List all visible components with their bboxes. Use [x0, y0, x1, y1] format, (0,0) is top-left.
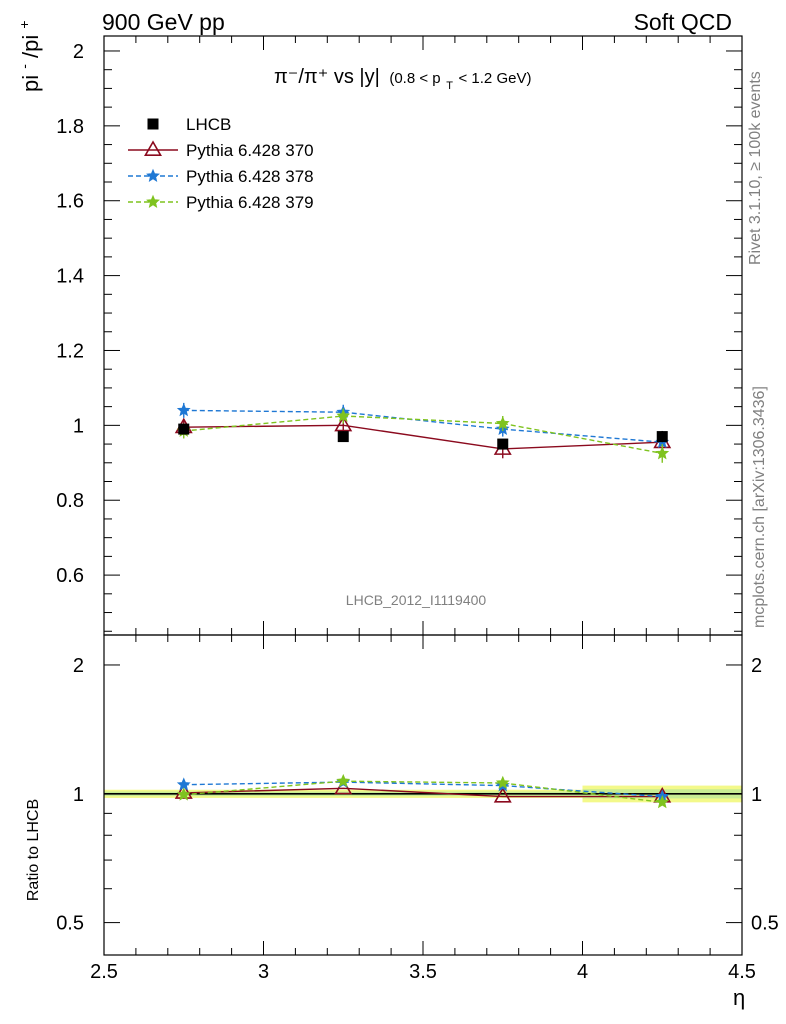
legend-marker-p370	[144, 140, 162, 156]
upper-point-p379	[495, 416, 510, 430]
x-tick-label: 3	[258, 961, 269, 983]
ylabel-b: /pi	[18, 35, 43, 58]
ratio-point-p379	[655, 795, 670, 809]
upper-line-p370	[183, 424, 663, 450]
ratio-point-p379	[336, 773, 351, 788]
y-tick-label: 2	[73, 41, 84, 63]
header-right: Soft QCD	[634, 9, 732, 35]
ratio-y-tick-label: 1	[73, 784, 84, 806]
legend-label-p379: Pythia 6.428 379	[186, 193, 314, 212]
ratio-line-p379	[183, 780, 663, 803]
y-tick-label: 1.2	[56, 340, 84, 362]
x-axis-label: η	[733, 985, 745, 1010]
ratio-y-tick-label-right: 1	[751, 784, 762, 806]
legend-label-p370: Pythia 6.428 370	[186, 141, 314, 160]
title-main: π⁻/π⁺ vs |y|	[274, 66, 380, 88]
upper-point-p370	[334, 415, 353, 432]
analysis-watermark: LHCB_2012_I1119400	[346, 592, 487, 608]
title-cut-a: (0.8 < p	[389, 70, 440, 87]
upper-point-lhcb	[178, 423, 190, 435]
ratio-y-tick-label-right: 0.5	[751, 913, 779, 935]
x-tick-label: 3.5	[409, 961, 437, 983]
rivet-label: Rivet 3.1.10, ≥ 100k events	[747, 71, 764, 265]
upper-point-lhcb	[337, 431, 349, 443]
legend-marker-p378	[146, 168, 160, 182]
legend-label-lhcb: LHCB	[186, 115, 231, 134]
upper-y-label: pi - /pi +	[9, 20, 43, 92]
ratio-y-label: Ratio to LHCB	[25, 799, 42, 901]
y-tick-label: 0.8	[56, 490, 84, 512]
ratio-y-tick-label: 0.5	[56, 913, 84, 935]
legend-marker-p379	[146, 194, 160, 208]
y-tick-label: 1	[73, 415, 84, 437]
upper-point-lhcb	[497, 438, 509, 450]
mcplots-label: mcplots.cern.ch [arXiv:1306.3436]	[751, 386, 768, 628]
ylabel-sup2: +	[16, 20, 32, 28]
y-tick-label: 1.8	[56, 116, 84, 138]
upper-point-p379	[336, 408, 351, 422]
title-cut-b: < 1.2 GeV)	[459, 70, 532, 87]
y-tick-label: 1.6	[56, 191, 84, 213]
y-tick-label: 0.6	[56, 565, 84, 587]
chart-title: π⁻/π⁺ vs |y| (0.8 < p T < 1.2 GeV)	[274, 66, 531, 94]
upper-point-p379	[655, 446, 670, 460]
title-cut-sub: T	[446, 80, 453, 92]
upper-line-p379	[183, 415, 663, 455]
x-tick-label: 4	[577, 961, 588, 983]
ratio-y-tick-label: 2	[73, 655, 84, 677]
header-left: 900 GeV pp	[102, 9, 225, 35]
upper-point-p378	[176, 403, 191, 417]
ratio-y-tick-label-right: 2	[751, 655, 762, 677]
ratio-point-p370	[174, 783, 193, 799]
legend-marker-lhcb	[147, 118, 159, 130]
ylabel-a: pi	[18, 75, 43, 92]
x-tick-label: 4.5	[728, 961, 756, 983]
upper-point-lhcb	[656, 431, 668, 443]
ylabel-sup1: -	[16, 64, 32, 69]
x-tick-label: 2.5	[90, 961, 118, 983]
ratio-point-p379	[495, 775, 510, 789]
ratio-line-p370	[183, 787, 663, 798]
ratio-point-p379	[176, 787, 191, 801]
ratio-point-p370	[493, 786, 512, 803]
legend-label-p378: Pythia 6.428 378	[186, 167, 314, 186]
y-tick-label: 1.4	[56, 266, 84, 288]
